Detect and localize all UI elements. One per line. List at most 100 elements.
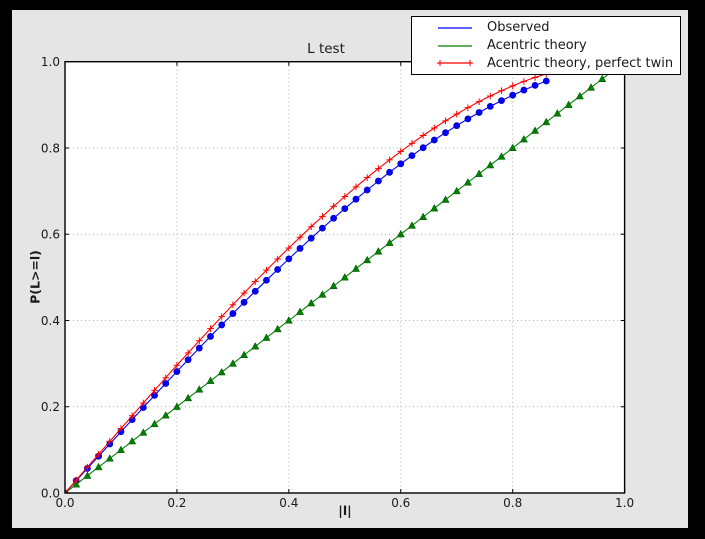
axes-frame bbox=[64, 61, 626, 494]
legend-item-observed: Observed bbox=[412, 19, 680, 37]
observed-point-marker bbox=[195, 344, 203, 352]
acentric-theory-point-marker bbox=[564, 100, 573, 108]
x-tick-label: 1.0 bbox=[615, 496, 634, 510]
acentric-theory-point-marker bbox=[184, 393, 193, 402]
acentric-theory-point-marker bbox=[296, 307, 305, 315]
x-tick-label: 0.0 bbox=[55, 496, 74, 510]
x-tick-label: 0.8 bbox=[503, 496, 522, 510]
acentric-theory-point-marker bbox=[150, 419, 159, 428]
y-tick-label: 1.0 bbox=[41, 55, 60, 69]
acentric-theory-point-marker bbox=[430, 204, 439, 212]
observed-point-marker bbox=[397, 160, 405, 168]
observed-point-marker bbox=[542, 77, 550, 85]
observed-point-marker bbox=[486, 102, 494, 110]
observed-point-marker bbox=[240, 298, 248, 306]
acentric-theory-point-marker bbox=[318, 290, 327, 298]
observed-point-marker bbox=[162, 380, 170, 387]
observed-point-marker bbox=[251, 287, 259, 295]
plot-area: 0.00.0 0.2 0.2 0.4 0.4 0.6 0.6 0.8 0.8 1.0 1.0 bbox=[41, 55, 634, 510]
observed-point-marker bbox=[464, 115, 472, 123]
acentric-theory-point-marker bbox=[228, 359, 237, 367]
acentric-theory-point-marker bbox=[441, 195, 450, 203]
acentric-theory-point-marker bbox=[463, 178, 472, 186]
acentric-theory-point-marker bbox=[553, 109, 562, 117]
observed-point-marker bbox=[498, 97, 505, 105]
observed-point-marker bbox=[285, 255, 293, 263]
observed-line-sample bbox=[438, 27, 472, 29]
observed-point-marker bbox=[520, 86, 528, 94]
acentric-theory-point-marker bbox=[575, 91, 584, 100]
acentric-theory-point-marker bbox=[240, 350, 249, 359]
observed-point-marker bbox=[173, 368, 181, 375]
observed-point-marker bbox=[475, 109, 483, 116]
acentric-theory-point-marker bbox=[351, 264, 361, 272]
x-tick-label: 0.6 bbox=[391, 496, 410, 510]
perfect-twin-line-sample bbox=[437, 60, 473, 67]
acentric-theory-point-marker bbox=[452, 186, 461, 195]
y-tick-label: 0.8 bbox=[41, 141, 60, 155]
observed-point-marker bbox=[419, 144, 427, 152]
observed-point-marker bbox=[296, 245, 304, 252]
legend-item-acentric-theory: Acentric theory bbox=[412, 37, 680, 55]
acentric-theory-point-marker bbox=[94, 462, 103, 471]
acentric-theory-point-marker bbox=[273, 324, 282, 333]
acentric-theory-point-marker bbox=[195, 385, 204, 393]
observed-point-marker bbox=[509, 91, 517, 99]
legend-label-perfect-twin: Acentric theory, perfect twin bbox=[487, 55, 674, 71]
acentric-theory-point-marker bbox=[486, 160, 495, 169]
observed-point-marker bbox=[352, 195, 360, 203]
acentric-theory-point-marker bbox=[519, 135, 528, 143]
y-tick-label: 0.0 bbox=[41, 487, 60, 501]
acentric-theory-point-marker bbox=[262, 333, 271, 341]
observed-point-marker bbox=[374, 177, 382, 185]
observed-point-marker bbox=[408, 152, 416, 160]
observed-point-marker bbox=[319, 224, 326, 232]
acentric-theory-point-marker bbox=[172, 402, 181, 410]
acentric-theory-point-marker bbox=[206, 376, 215, 384]
acentric-theory-point-marker bbox=[531, 126, 540, 134]
acentric-theory-point-marker bbox=[407, 221, 416, 229]
y-axis-label: P(L>=l) bbox=[27, 250, 43, 304]
acentric-theory-point-marker bbox=[508, 143, 517, 152]
acentric-theory-point-marker bbox=[497, 152, 506, 160]
acentric-theory-point-marker bbox=[128, 436, 137, 445]
acentric-theory-point-marker bbox=[284, 316, 293, 324]
observed-point-marker bbox=[229, 310, 237, 317]
observed-point-marker bbox=[386, 168, 393, 176]
x-tick-label: 0.2 bbox=[167, 496, 186, 510]
x-axis-label: |l| bbox=[338, 503, 352, 518]
acentric-theory-point-marker bbox=[419, 212, 428, 221]
acentric-theory-point-marker bbox=[475, 169, 484, 177]
observed-point-marker bbox=[218, 321, 226, 329]
figure-background: 0.0 0.0 0.2 0.2 0.4 0.4 0.6 0.6 0.8 0.8 1.0 1.0 L t… bbox=[12, 10, 688, 528]
acentric-theory-point-marker bbox=[340, 273, 349, 281]
observed-point-marker bbox=[453, 122, 461, 130]
observed-point-marker bbox=[363, 186, 371, 194]
legend-item-perfect-twin: Acentric theory, perfect twin bbox=[412, 54, 680, 72]
observed-point-marker bbox=[207, 333, 214, 340]
acentric-theory-point-marker bbox=[374, 247, 383, 255]
observed-point-marker bbox=[307, 234, 315, 242]
observed-point-marker bbox=[330, 214, 338, 222]
observed-point-marker bbox=[442, 129, 449, 137]
observed-point-marker bbox=[341, 205, 349, 213]
observed-point-marker bbox=[263, 276, 270, 284]
acentric-theory-point-marker bbox=[161, 411, 170, 419]
observed-point-marker bbox=[430, 136, 438, 144]
y-tick-label: 0.6 bbox=[41, 228, 60, 242]
observed-point-marker bbox=[274, 266, 282, 273]
acentric-theory-point-marker bbox=[116, 445, 125, 453]
series-group bbox=[65, 61, 625, 493]
legend: Observed Acentric theory Acentric theory… bbox=[411, 16, 681, 75]
acentric-theory-point-marker bbox=[598, 74, 607, 83]
observed-point-marker bbox=[531, 81, 539, 89]
acentric-theory-point-marker bbox=[83, 471, 92, 479]
y-tick-label: 0.2 bbox=[41, 400, 60, 414]
acentric-theory-point-marker bbox=[217, 367, 226, 376]
acentric-theory-point-marker bbox=[363, 255, 372, 264]
acentric-theory-point-marker bbox=[139, 428, 148, 436]
acentric-theory-point-marker bbox=[72, 480, 81, 488]
legend-label-acentric-theory: Acentric theory bbox=[487, 38, 587, 53]
legend-label-observed: Observed bbox=[487, 20, 550, 36]
